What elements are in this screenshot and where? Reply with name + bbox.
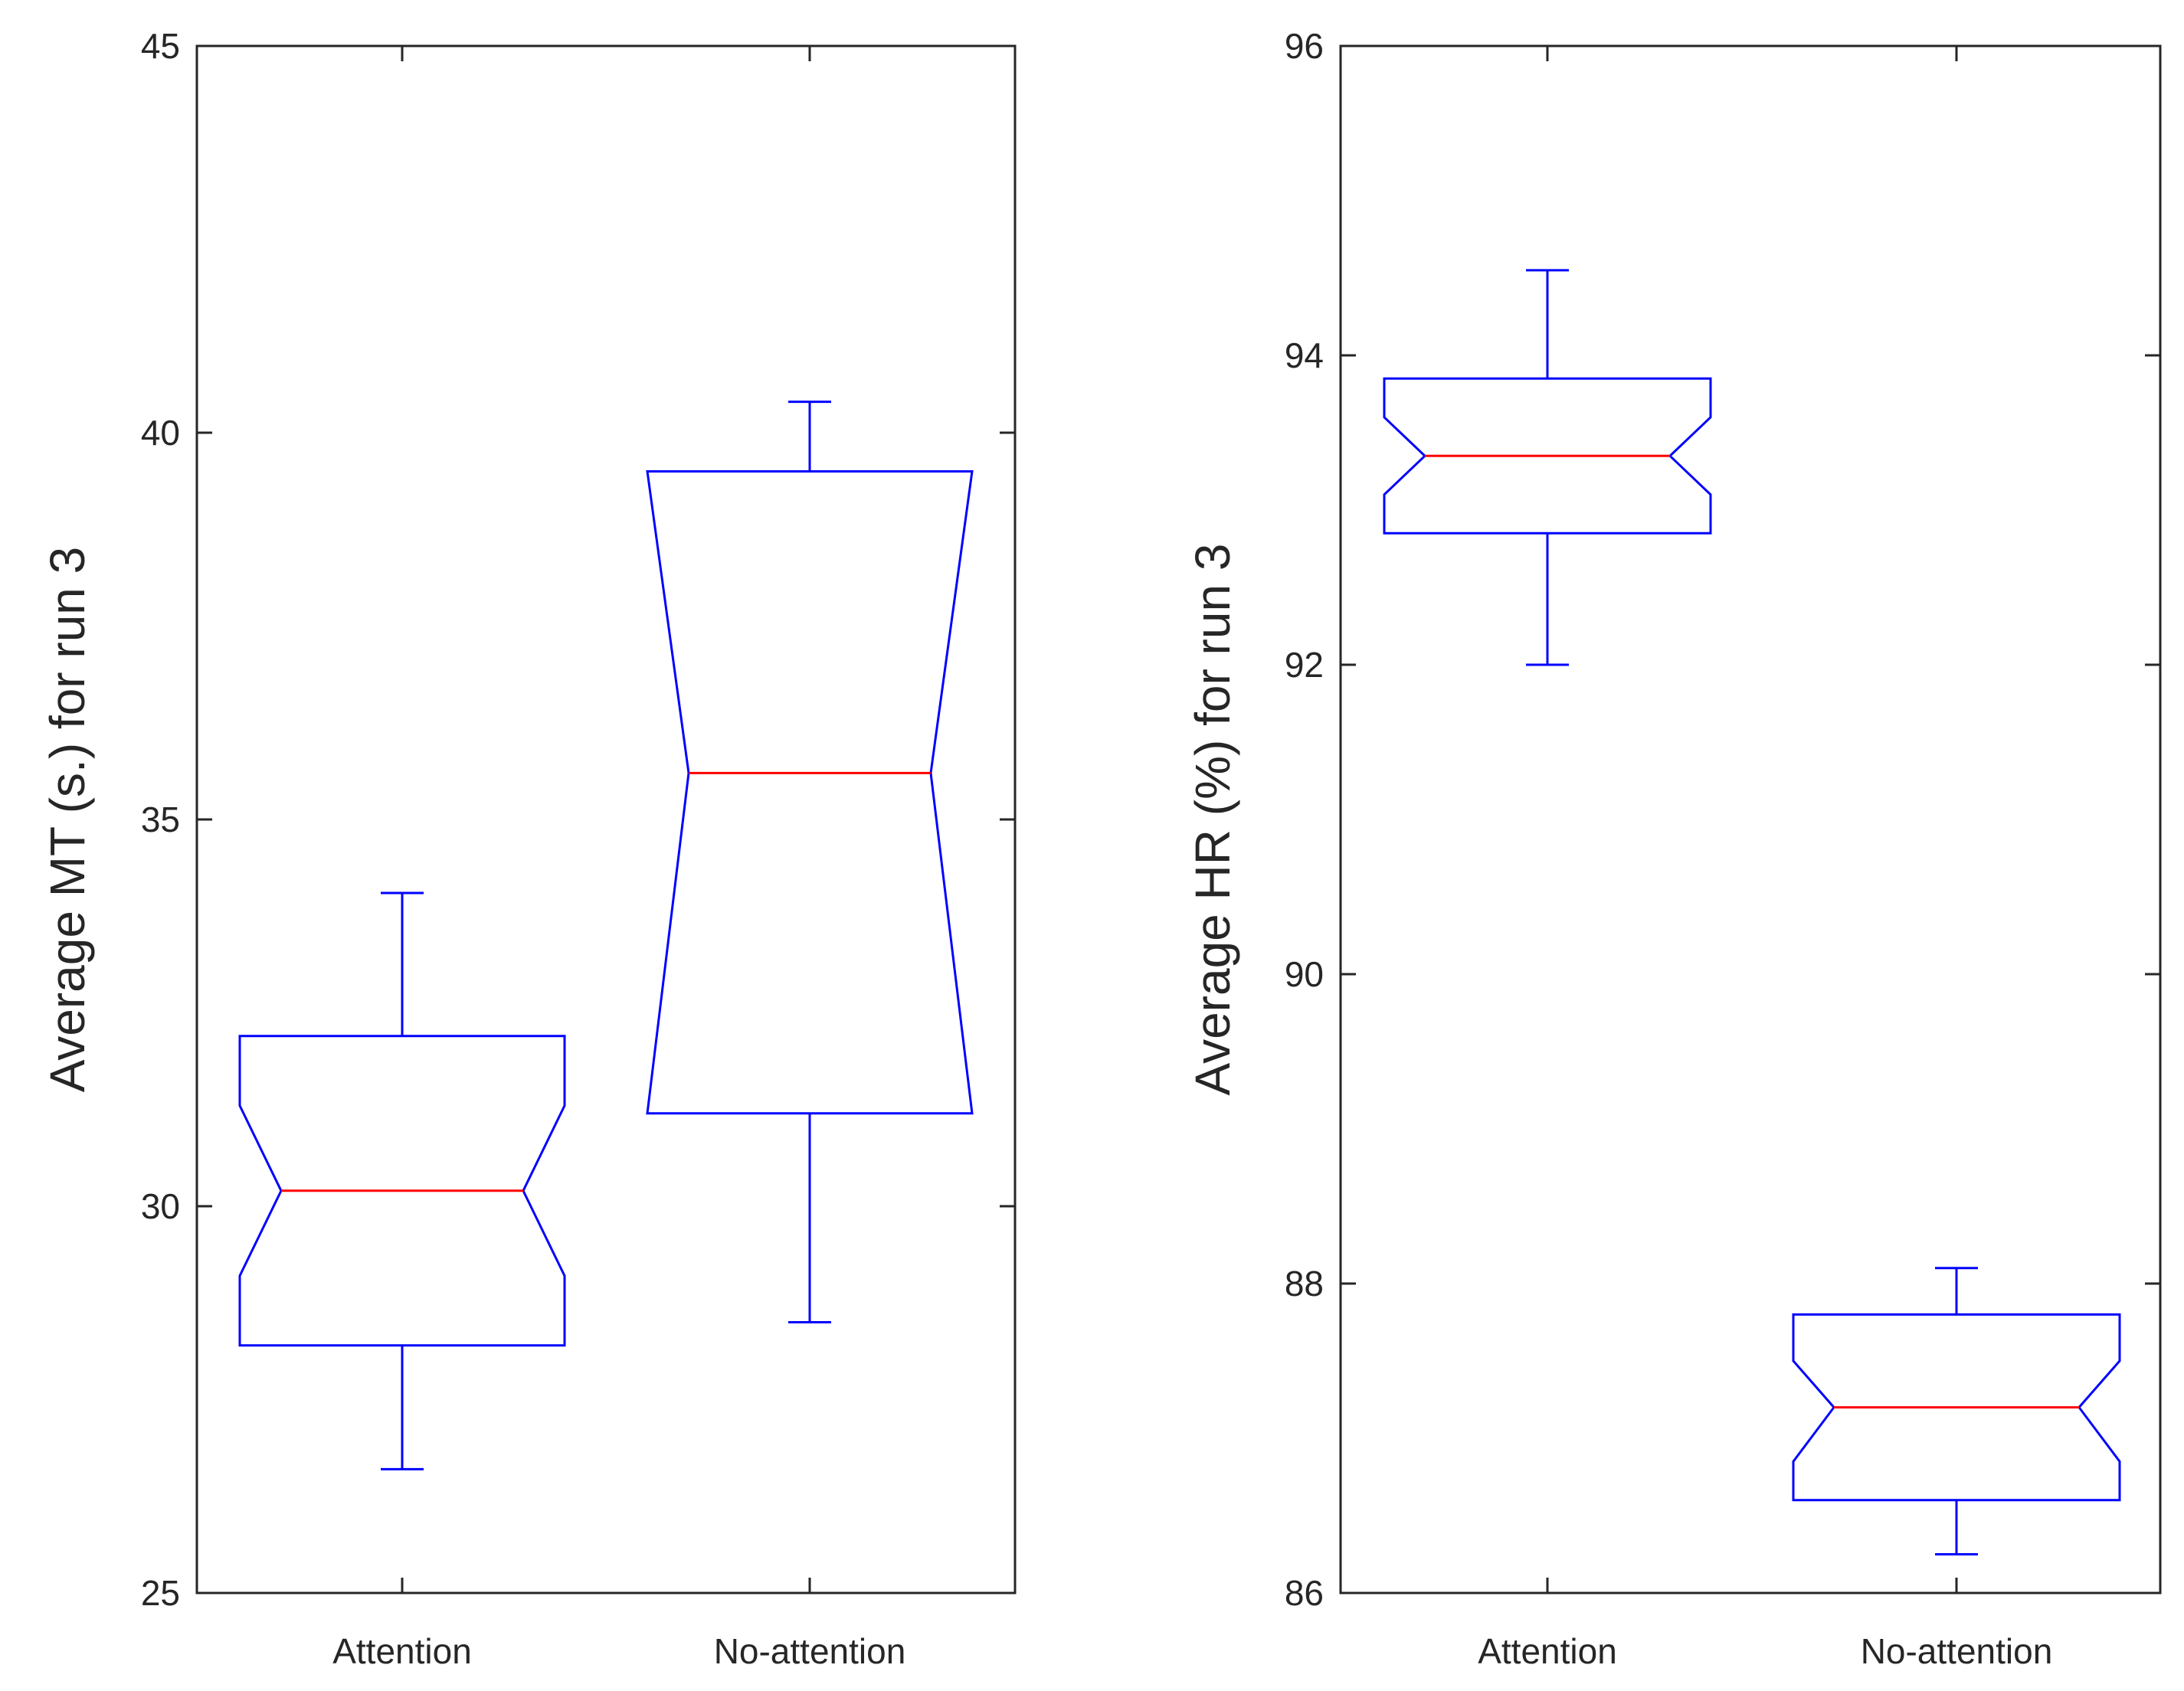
hr-ytick-label: 96 — [1285, 26, 1324, 66]
mt-xtick-label: Attention — [332, 1631, 472, 1671]
hr-box-1 — [1792, 1313, 2121, 1502]
mt-box-0 — [238, 1035, 566, 1347]
mt-axes-frame — [195, 44, 1017, 1595]
mt-ytick-label: 40 — [141, 413, 180, 453]
mt-ylabel: Average MT (s.) for run 3 — [40, 547, 95, 1093]
hr-ytick-label: 92 — [1285, 645, 1324, 685]
mt-ytick-label: 35 — [141, 800, 180, 839]
hr-ytick-label: 88 — [1285, 1264, 1324, 1303]
hr-boxplot-panel: 86 88 90 92 94 96 Attention No-attention Average… — [1185, 26, 2162, 1671]
mt-ytick-label: 30 — [141, 1186, 180, 1226]
hr-xtick-label: No-attention — [1861, 1631, 2053, 1671]
mt-xtick-label: No-attention — [714, 1631, 906, 1671]
hr-axes-frame — [1339, 44, 2162, 1595]
hr-ytick-label: 94 — [1285, 335, 1324, 375]
hr-xtick-label: Attention — [1478, 1631, 1617, 1671]
hr-ylabel: Average HR (%) for run 3 — [1185, 544, 1240, 1096]
hr-ytick-label: 90 — [1285, 954, 1324, 994]
mt-ytick-label: 45 — [141, 26, 180, 66]
mt-box-1 — [646, 470, 974, 1115]
mt-ytick-label: 25 — [141, 1573, 180, 1613]
mt-boxplot-panel: 25 30 35 40 45 Attention No-attention Average M… — [40, 26, 1017, 1671]
hr-ytick-label: 86 — [1285, 1573, 1324, 1613]
hr-box-0 — [1383, 377, 1712, 535]
